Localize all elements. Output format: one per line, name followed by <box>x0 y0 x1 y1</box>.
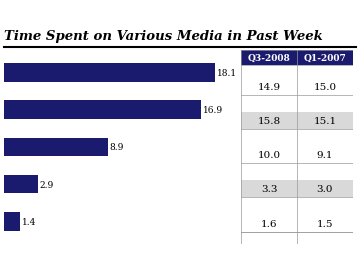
Text: 1.6: 1.6 <box>261 219 277 228</box>
Text: 10.0: 10.0 <box>257 151 281 160</box>
Text: 15.1: 15.1 <box>313 116 337 125</box>
Bar <box>241 215 353 232</box>
Bar <box>241 147 353 164</box>
Bar <box>4 212 20 231</box>
Text: 3.0: 3.0 <box>317 185 333 194</box>
Text: 14.9: 14.9 <box>257 82 281 91</box>
Bar <box>4 138 108 157</box>
Text: 9.1: 9.1 <box>317 151 333 160</box>
Text: Q3-2008: Q3-2008 <box>248 54 291 63</box>
Text: 1.5: 1.5 <box>317 219 333 228</box>
Bar <box>4 101 201 119</box>
Bar <box>4 64 215 82</box>
Bar <box>297 51 353 66</box>
Text: 1.4: 1.4 <box>22 217 36 226</box>
Text: 18.1: 18.1 <box>217 69 237 77</box>
Bar <box>241 78 353 95</box>
Text: Q1-2007: Q1-2007 <box>303 54 346 63</box>
Text: 2.9: 2.9 <box>39 180 54 189</box>
Bar <box>241 181 353 198</box>
Text: 15.8: 15.8 <box>257 116 281 125</box>
Bar <box>241 112 353 129</box>
Bar <box>241 51 297 66</box>
Text: 3.3: 3.3 <box>261 185 277 194</box>
Text: 16.9: 16.9 <box>203 106 223 115</box>
Bar <box>4 175 37 194</box>
Text: 15.0: 15.0 <box>313 82 337 91</box>
Text: 8.9: 8.9 <box>109 143 124 152</box>
Text: Time Spent on Various Media in Past Week: Time Spent on Various Media in Past Week <box>4 30 322 43</box>
